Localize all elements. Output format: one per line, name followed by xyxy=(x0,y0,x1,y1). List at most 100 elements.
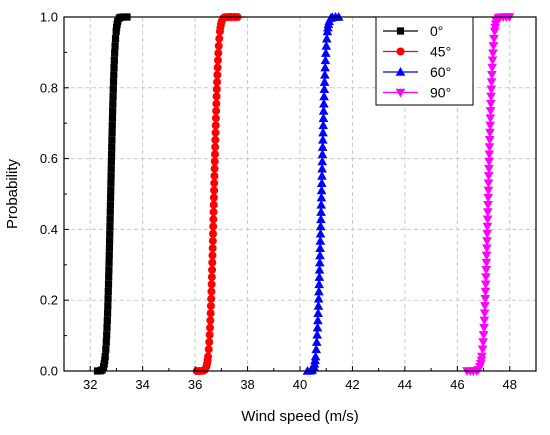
data-point xyxy=(483,201,493,210)
data-point xyxy=(110,71,118,79)
data-point xyxy=(477,345,488,355)
data-point xyxy=(107,186,115,194)
data-point xyxy=(213,78,222,87)
data-point xyxy=(207,273,216,282)
data-point xyxy=(213,63,222,72)
data-point xyxy=(476,356,487,366)
data-point xyxy=(487,70,497,80)
data-point xyxy=(204,345,213,354)
data-point xyxy=(104,280,113,288)
data-point xyxy=(105,251,113,260)
x-tick-label: 44 xyxy=(398,377,412,392)
data-point xyxy=(310,355,320,365)
data-point xyxy=(210,157,219,166)
data-point xyxy=(209,208,218,217)
data-point xyxy=(319,91,329,101)
data-point xyxy=(212,99,221,108)
data-point xyxy=(211,114,220,123)
data-point xyxy=(486,99,496,109)
data-point xyxy=(479,323,489,333)
data-point xyxy=(208,258,217,267)
data-point xyxy=(318,105,329,115)
series-1 xyxy=(192,13,247,375)
data-point xyxy=(212,85,221,94)
data-point xyxy=(213,70,222,79)
data-point xyxy=(104,302,112,310)
data-point xyxy=(479,316,490,326)
data-point xyxy=(483,208,493,218)
data-point xyxy=(490,23,500,33)
data-point xyxy=(319,77,330,86)
data-point xyxy=(315,250,325,260)
data-point xyxy=(483,172,494,181)
data-point xyxy=(485,107,496,116)
data-point xyxy=(484,150,495,160)
data-point xyxy=(210,150,219,159)
data-point xyxy=(317,163,327,173)
data-point xyxy=(317,156,328,166)
data-point xyxy=(110,63,118,72)
data-point xyxy=(210,171,219,180)
y-tick-label: 0.2 xyxy=(40,293,58,308)
data-point xyxy=(483,193,493,203)
data-point xyxy=(207,294,216,303)
data-point xyxy=(318,134,328,144)
data-point xyxy=(106,201,115,209)
data-point xyxy=(314,272,325,281)
data-point xyxy=(207,287,216,296)
data-point xyxy=(318,127,328,137)
data-point xyxy=(110,56,118,64)
y-tick-label: 0.0 xyxy=(40,364,58,379)
legend-box xyxy=(375,16,474,106)
data-point xyxy=(312,329,322,339)
data-point xyxy=(108,128,116,137)
data-point xyxy=(484,164,494,174)
legend-marker xyxy=(395,88,406,98)
data-point xyxy=(315,235,326,245)
data-point xyxy=(107,172,115,180)
data-point xyxy=(482,244,492,254)
data-point xyxy=(112,24,121,32)
data-point xyxy=(478,338,488,348)
data-point xyxy=(104,295,112,303)
data-point xyxy=(99,363,108,371)
data-point xyxy=(106,194,115,202)
data-point xyxy=(109,78,118,86)
data-point xyxy=(208,251,217,260)
data-point xyxy=(310,351,321,361)
data-point xyxy=(316,199,327,209)
data-point xyxy=(317,170,327,180)
data-point xyxy=(104,287,112,296)
data-point xyxy=(103,316,111,325)
data-point xyxy=(486,78,497,88)
data-point xyxy=(484,157,494,167)
data-point xyxy=(209,215,218,224)
data-point xyxy=(321,48,331,57)
legend-label: 45° xyxy=(430,44,451,60)
data-point xyxy=(311,337,322,346)
data-point xyxy=(320,62,330,72)
data-point xyxy=(103,331,111,339)
data-point xyxy=(106,222,114,231)
x-tick-label: 32 xyxy=(83,377,97,392)
data-point xyxy=(316,207,326,216)
data-point xyxy=(313,308,323,318)
data-point xyxy=(108,121,116,129)
data-point xyxy=(206,301,215,310)
data-point xyxy=(489,27,500,37)
data-point xyxy=(107,165,115,173)
data-point xyxy=(203,356,212,365)
data-point xyxy=(318,113,329,122)
data-point xyxy=(316,185,327,195)
data-point xyxy=(205,330,214,339)
axes: 32 34 36 38 40 42 44 46 48 0.0 0.2 0.4 0.6 0.8 1.0 xyxy=(40,10,517,393)
legend-label: 90° xyxy=(430,85,451,101)
legend-marker xyxy=(396,47,405,56)
data-point xyxy=(206,323,215,332)
data-point xyxy=(109,107,117,115)
data-point xyxy=(105,259,113,267)
data-point xyxy=(210,164,219,173)
data-point xyxy=(485,128,495,138)
legend-marker xyxy=(396,27,405,35)
